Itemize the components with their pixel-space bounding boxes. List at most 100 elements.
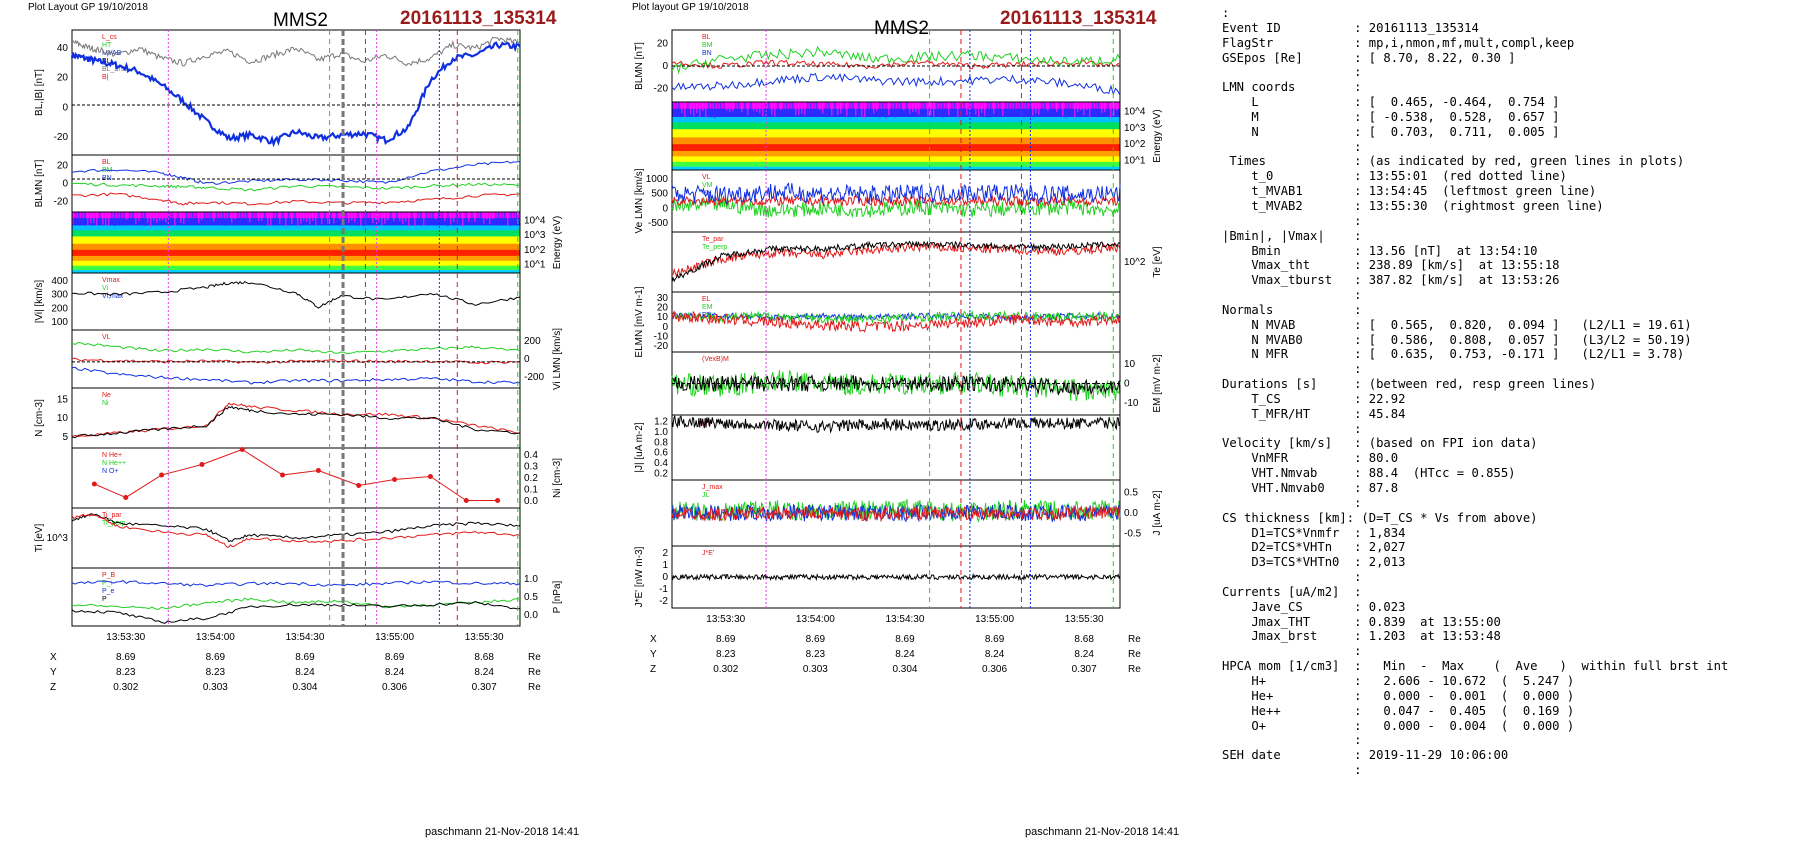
summary-line: t_0 : 13:55:01 (red dotted line) bbox=[1222, 169, 1567, 184]
spectrogram-streak bbox=[717, 102, 719, 116]
axis-label: BLMN [nT] bbox=[634, 42, 645, 90]
position-value: 8.23 bbox=[206, 667, 226, 678]
spectrogram-streak bbox=[780, 102, 782, 111]
spectrogram-streak bbox=[198, 212, 200, 224]
axis-label: J*E' [nW m-3] bbox=[634, 546, 645, 607]
tick-label: 0 bbox=[62, 102, 68, 113]
legend-entry: J_max bbox=[702, 484, 723, 491]
spectrogram-streak bbox=[1095, 102, 1097, 116]
tick-label: 10^2 bbox=[1124, 257, 1146, 268]
spectrogram-streak bbox=[237, 212, 239, 226]
spectrogram-streak bbox=[1101, 102, 1103, 113]
axis-label: Ti [eV] bbox=[34, 524, 45, 553]
spectrogram-streak bbox=[270, 212, 272, 226]
spectrogram-streak bbox=[330, 212, 332, 221]
panel-hpca: 0.40.30.20.10.0 Ni [cm-3] N He+N He++N O+ bbox=[71, 447, 563, 509]
spectrogram-streak bbox=[114, 212, 116, 227]
spectrogram-streak bbox=[747, 102, 749, 116]
spectrogram-streak bbox=[372, 212, 374, 224]
spectrogram-streak bbox=[936, 102, 938, 114]
position-value: 8.24 bbox=[385, 667, 405, 678]
legend-entry: VM bbox=[702, 182, 713, 189]
spectrogram-streak bbox=[417, 212, 419, 221]
series-line bbox=[71, 580, 521, 587]
spectrogram-streak bbox=[183, 212, 185, 225]
spectrogram-streak bbox=[1011, 102, 1013, 113]
tick-label: 10^1 bbox=[524, 259, 546, 270]
spectrogram-streak bbox=[129, 212, 131, 221]
spectrogram-streak bbox=[441, 212, 443, 223]
series-line bbox=[671, 309, 1120, 325]
spectrogram-band bbox=[672, 150, 1120, 158]
spectrogram-streak bbox=[1065, 102, 1067, 119]
axis-label: Ve LMN [km/s] bbox=[634, 168, 645, 233]
position-unit: Re bbox=[1128, 634, 1141, 645]
spectrogram-band bbox=[672, 137, 1120, 146]
spectrogram-streak bbox=[348, 212, 350, 224]
spectrogram-streak bbox=[435, 212, 437, 220]
spectrogram-streak bbox=[177, 212, 179, 224]
tick-label: 10^4 bbox=[524, 216, 546, 227]
spectrogram-streak bbox=[219, 212, 221, 225]
tick-label: 1000 bbox=[646, 174, 669, 185]
spectrogram-streak bbox=[123, 212, 125, 220]
spectrogram-streak bbox=[360, 212, 362, 226]
spectrogram-streak bbox=[486, 212, 488, 220]
tick-label: -10 bbox=[654, 332, 669, 343]
data-point bbox=[123, 495, 129, 500]
tick-label: 0.2 bbox=[654, 469, 668, 480]
spectrogram-streak bbox=[75, 212, 77, 224]
spectrogram-streak bbox=[861, 102, 863, 119]
position-unit: Re bbox=[528, 682, 541, 693]
spectrogram-streak bbox=[354, 212, 356, 223]
position-value: 8.24 bbox=[895, 649, 915, 660]
spectrogram-streak bbox=[825, 102, 827, 118]
spectrogram-streak bbox=[327, 212, 329, 224]
data-point bbox=[199, 462, 205, 467]
summary-line: t_MVAB2 : 13:55:30 (rightmost green line… bbox=[1222, 198, 1604, 213]
spectrogram-streak bbox=[768, 102, 770, 114]
spectrogram-streak bbox=[903, 102, 905, 111]
spectrogram-streak bbox=[981, 102, 983, 113]
spectrogram-streak bbox=[315, 212, 317, 226]
data-point bbox=[495, 498, 501, 503]
spectrogram-streak bbox=[798, 102, 800, 116]
spectrogram-streak bbox=[132, 212, 134, 221]
tick-label: 10 bbox=[1124, 359, 1136, 370]
spectrogram-streak bbox=[1026, 102, 1028, 112]
spectrogram-streak bbox=[687, 102, 689, 117]
spectrogram-streak bbox=[771, 102, 773, 115]
series-line bbox=[671, 240, 1121, 283]
spectrogram-streak bbox=[1086, 102, 1088, 111]
tick-label: -20 bbox=[54, 132, 69, 143]
spectrogram-streak bbox=[978, 102, 980, 118]
spectrogram-streak bbox=[783, 102, 785, 116]
left-event-title: 20161113_135314 bbox=[400, 8, 557, 29]
spectrogram-streak bbox=[480, 212, 482, 222]
spectrogram-streak bbox=[498, 212, 500, 226]
position-row-label: X bbox=[50, 652, 57, 663]
spectrogram-streak bbox=[828, 102, 830, 112]
spectrogram-band bbox=[672, 116, 1120, 124]
spectrogram-streak bbox=[297, 212, 299, 227]
spectrogram-streak bbox=[897, 102, 899, 115]
spectrogram-streak bbox=[162, 212, 164, 221]
spectrogram-streak bbox=[405, 212, 407, 222]
axis-label: ELMN [mV m-1] bbox=[634, 286, 645, 357]
middle-spacecraft-title: MMS2 bbox=[874, 18, 929, 39]
spectrogram-streak bbox=[102, 212, 104, 225]
position-value: 8.68 bbox=[1074, 634, 1094, 645]
spectrogram-streak bbox=[756, 102, 758, 113]
data-point bbox=[392, 477, 398, 482]
series-line bbox=[71, 341, 521, 355]
position-value: 8.69 bbox=[295, 652, 315, 663]
tick-label: 10 bbox=[57, 413, 69, 424]
spectrogram-streak bbox=[705, 102, 707, 119]
summary-line: Times : (as indicated by red, green line… bbox=[1222, 154, 1685, 169]
spectrogram-band bbox=[72, 212, 520, 220]
legend-entry: Te_perp bbox=[702, 244, 727, 251]
summary-line: N MFR : [ 0.635, 0.753, -0.171 ] (L2/L1 … bbox=[1222, 347, 1685, 362]
